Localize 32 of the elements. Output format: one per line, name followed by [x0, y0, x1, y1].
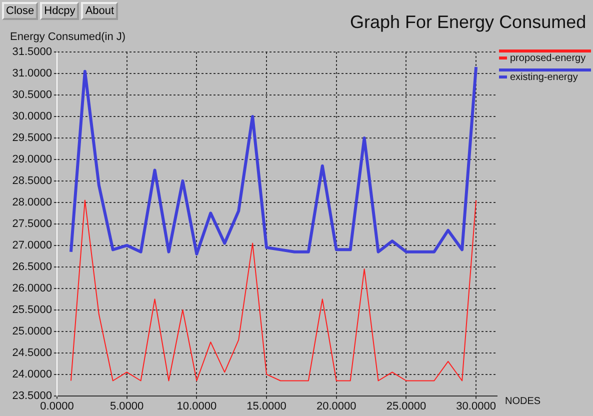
- y-tick-label: 25.5000: [12, 304, 52, 316]
- legend-label: existing-energy: [510, 72, 578, 83]
- x-tick-label: 15.0000: [246, 400, 286, 412]
- y-tick-label: 28.0000: [12, 196, 52, 208]
- y-axis-title: Energy Consumed(in J): [10, 31, 126, 43]
- x-tick-label: 30.0000: [456, 400, 496, 412]
- text: Close: [2, 2, 38, 20]
- legend-label: proposed-energy: [510, 52, 586, 64]
- y-tick-label: 23.5000: [12, 390, 52, 402]
- x-axis-title: NODES: [505, 396, 541, 407]
- y-tick-label: 29.5000: [12, 132, 52, 144]
- y-tick-label: 30.0000: [12, 110, 52, 122]
- text: About: [81, 2, 118, 20]
- y-tick-label: 25.0000: [12, 325, 52, 338]
- y-tick-label: 27.5000: [12, 218, 52, 230]
- chart-title: Graph For Energy Consumed: [350, 12, 586, 33]
- y-tick-label: 27.0000: [12, 239, 52, 252]
- y-tick-label: 28.5000: [12, 174, 52, 187]
- x-tick-label: 20.0000: [316, 400, 356, 412]
- y-tick-label: 30.5000: [12, 89, 52, 102]
- x-tick-label: 10.0000: [176, 400, 217, 412]
- y-tick-label: 26.5000: [12, 260, 52, 273]
- text: Hdcpy: [40, 2, 80, 20]
- x-tick-label: 0.0000: [40, 400, 74, 412]
- y-tick-label: 31.5000: [12, 46, 52, 58]
- y-tick-label: 24.0000: [12, 368, 52, 380]
- y-tick-label: 31.0000: [12, 68, 52, 80]
- x-tick-label: 5.0000: [110, 400, 144, 412]
- y-tick-label: 24.5000: [12, 346, 52, 359]
- x-tick-label: 25.0000: [386, 400, 426, 412]
- y-tick-label: 26.0000: [12, 282, 52, 294]
- y-tick-label: 29.0000: [12, 153, 52, 166]
